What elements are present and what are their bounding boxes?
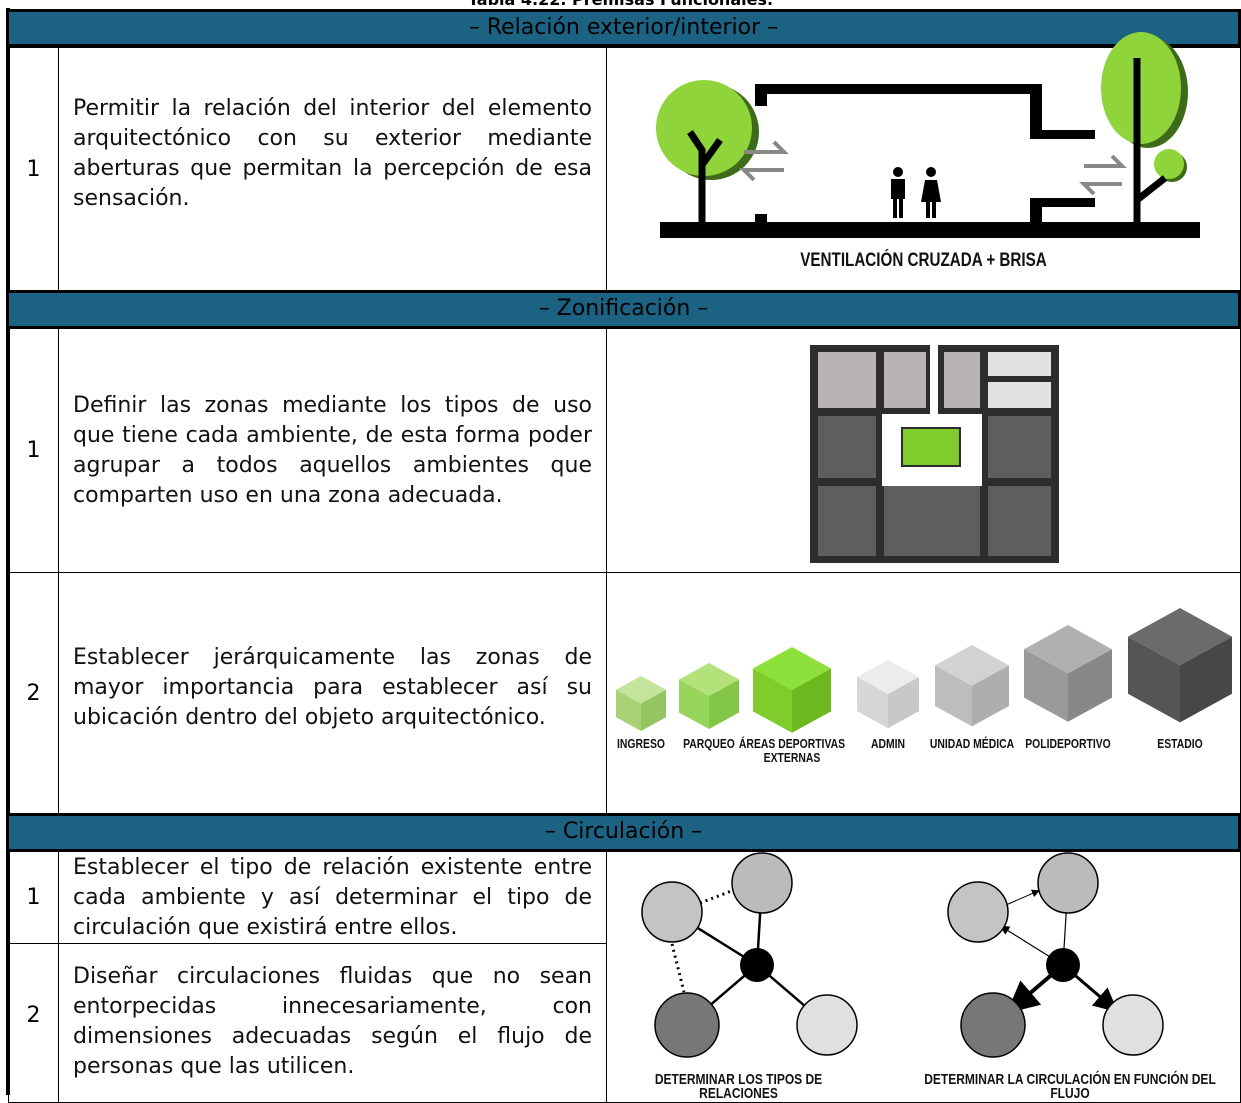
illustration-shape (818, 416, 876, 478)
illustration-shape (1154, 149, 1184, 179)
illustration-shape (656, 80, 752, 176)
illustration-shape (932, 200, 936, 218)
illustration-shape (1079, 154, 1127, 196)
illustration-shape (739, 140, 789, 182)
illustration-shape (670, 943, 686, 993)
illustration-shape (857, 677, 888, 729)
illustration-shape (1046, 948, 1080, 982)
illustration-shape (792, 668, 831, 733)
illustration-shape (654, 992, 720, 1058)
illustration-shape (616, 608, 1232, 733)
illustration-shape (818, 352, 876, 408)
illustration-shape (1030, 130, 1095, 139)
illustration-shape (893, 167, 903, 177)
illustration-shape (1037, 852, 1099, 914)
illustration-shape (1030, 84, 1042, 138)
illustration-shape (1024, 649, 1068, 722)
illustration-shape (972, 665, 1009, 727)
illustration-shape (935, 645, 1009, 686)
row-text: Permitir la relación del interior del el… (58, 47, 607, 291)
illustration-shape (1024, 625, 1112, 674)
illustration-shape (1128, 608, 1232, 666)
illustration-shape (947, 881, 1009, 943)
illustration-shape (656, 32, 1200, 238)
row-text: Establecer jerárquicamente las zonas de … (58, 572, 607, 814)
image-label: ESTADIO (1157, 736, 1203, 751)
image-label: VENTILACIÓN CRUZADA + BRISA (800, 250, 1047, 271)
illustration-shape (1128, 636, 1180, 723)
illustration-shape (930, 345, 938, 415)
illustration-shape (960, 992, 1026, 1058)
illustration-shape (616, 689, 641, 731)
illustration-shape (857, 660, 919, 695)
illustration-shape (998, 889, 1040, 912)
illustration-shape (1101, 32, 1181, 144)
illustration-shape (1102, 994, 1164, 1056)
illustration-shape (699, 888, 735, 905)
section-header: – Relación exterior/interior – (6, 9, 1241, 47)
image-label: ÁREAS DEPORTIVAS EXTERNAS (738, 736, 846, 765)
illustration-shape (888, 677, 919, 729)
image-label: PARQUEO (683, 736, 735, 751)
illustration-shape (1133, 58, 1168, 222)
illustration-shape (679, 679, 709, 729)
illustration-shape (988, 486, 1051, 556)
illustration-shape (687, 130, 723, 222)
illustration-shape (810, 345, 1059, 563)
illustration-shape (709, 679, 739, 729)
illustration-shape (755, 84, 1040, 94)
illustration-shape (755, 214, 767, 226)
illustration-shape (944, 352, 980, 408)
row-text: Establecer el tipo de relación existente… (58, 851, 607, 944)
illustration-shape (891, 179, 905, 199)
image-label: DETERMINAR LA CIRCULACIÓN EN FUNCIÓN DEL… (924, 1071, 1216, 1102)
illustration-shape (641, 689, 666, 731)
image-label: INGRESO (617, 736, 665, 751)
illustration-shape (988, 382, 1051, 408)
illustration-shape (935, 665, 972, 727)
row-text: Definir las zonas mediante los tipos de … (58, 328, 607, 573)
illustration-shape (884, 352, 926, 408)
illustration-shape (1180, 636, 1232, 723)
illustration-shape (753, 647, 831, 690)
illustration-shape (988, 416, 1051, 478)
illustration-shape (901, 427, 961, 467)
image-label: DETERMINAR LOS TIPOS DE RELACIONES (654, 1071, 823, 1102)
image-label: ADMIN (870, 736, 906, 751)
illustration-shape (1068, 649, 1112, 722)
section-header: – Circulación – (6, 813, 1241, 852)
illustration-shape (660, 222, 1200, 238)
illustration-shape (796, 994, 858, 1056)
image-label: POLIDEPORTIVO (1025, 736, 1111, 751)
illustration-shape (731, 852, 793, 914)
illustration-shape (926, 200, 930, 218)
illustration-shape (899, 198, 903, 218)
illustration-shape (641, 852, 1164, 1058)
image-label: UNIDAD MÉDICA (929, 736, 1015, 751)
illustration-shape (755, 84, 767, 106)
illustration-shape (753, 668, 792, 733)
illustration-shape (926, 167, 936, 177)
illustration-shape (818, 486, 876, 556)
section-header: – Zonificación – (6, 290, 1241, 329)
illustration-shape (740, 948, 774, 982)
illustration-shape (1030, 198, 1095, 207)
illustration-shape (988, 352, 1051, 376)
illustration-shape (641, 881, 703, 943)
illustration-shape (884, 486, 980, 556)
illustration-shape (1030, 198, 1042, 226)
caption: Tabla 4.22. Premisas Funcionales. (0, 0, 1241, 9)
illustration-shape (893, 198, 897, 218)
row-text: Diseñar circulaciones fluidas que no sea… (58, 943, 607, 1103)
illustration-shape (921, 180, 941, 202)
